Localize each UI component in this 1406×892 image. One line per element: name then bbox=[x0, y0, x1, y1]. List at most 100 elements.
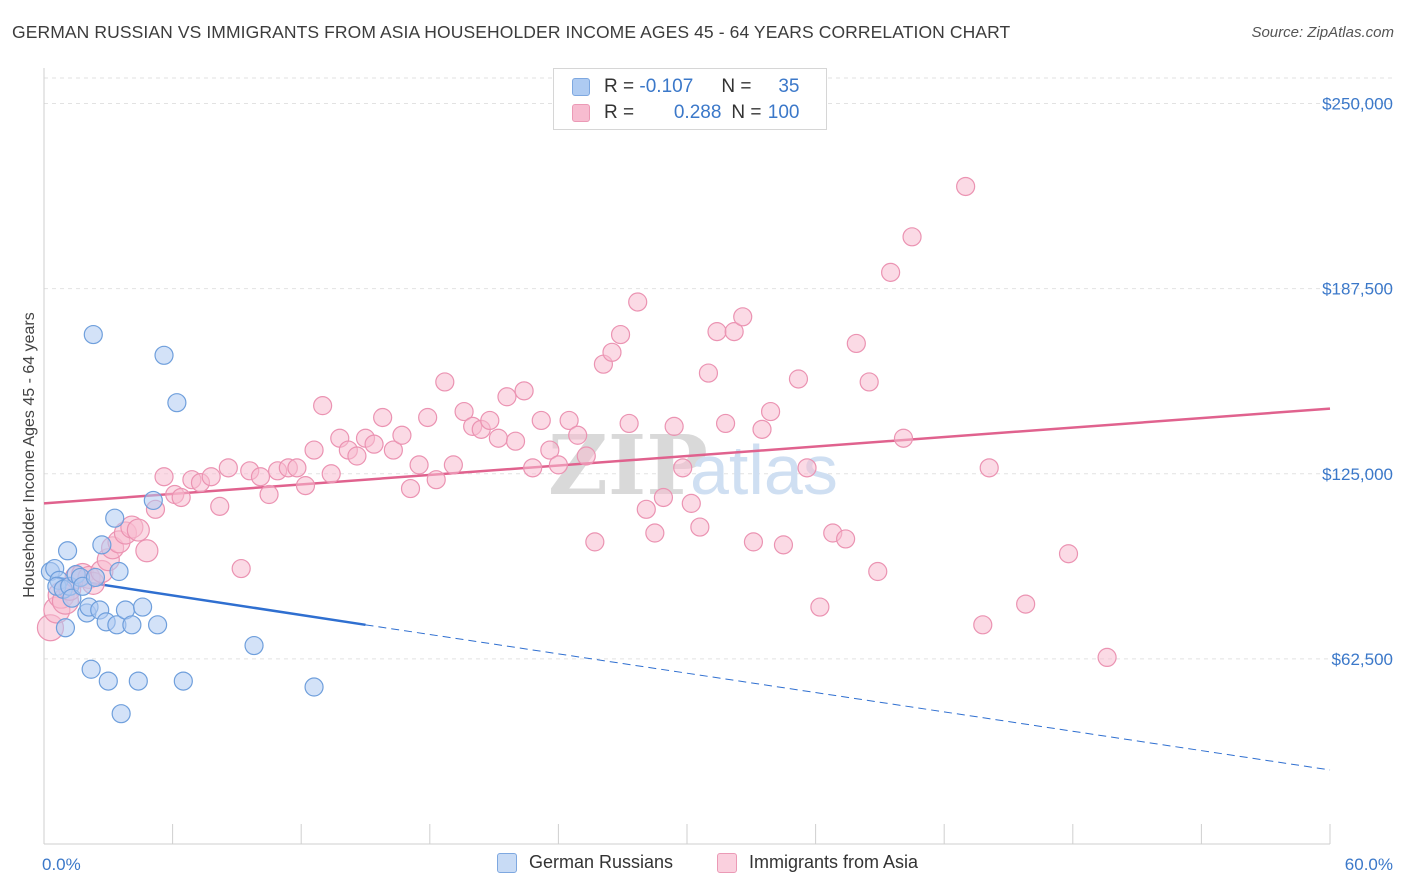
point-immigrants-asia bbox=[218, 458, 238, 478]
point-immigrants-asia bbox=[707, 322, 727, 342]
point-immigrants-asia bbox=[760, 401, 781, 422]
point-immigrants-asia bbox=[443, 455, 463, 475]
point-immigrants-asia bbox=[201, 467, 221, 487]
point-immigrants-asia bbox=[418, 407, 438, 428]
point-immigrants-asia bbox=[576, 446, 596, 466]
point-immigrants-asia bbox=[454, 401, 474, 422]
point-german-russians bbox=[98, 671, 118, 691]
point-immigrants-asia bbox=[480, 410, 500, 431]
series-name: German Russians bbox=[529, 852, 674, 872]
point-immigrants-asia bbox=[313, 396, 333, 416]
point-immigrants-asia bbox=[1016, 594, 1036, 614]
point-immigrants-asia bbox=[724, 322, 744, 342]
chart-source: Source: ZipAtlas.com bbox=[1251, 24, 1394, 41]
point-immigrants-asia bbox=[364, 434, 384, 454]
point-german-russians bbox=[167, 393, 187, 413]
point-german-russians bbox=[109, 561, 129, 582]
y-tick-label: $62,500 bbox=[1332, 650, 1393, 669]
legend-row-german-russians: R = -0.107 N = 35 bbox=[572, 75, 800, 99]
point-german-russians bbox=[55, 618, 76, 638]
trend-immigrants-asia bbox=[43, 407, 1331, 505]
series-swatch-pink bbox=[717, 852, 737, 873]
point-german-russians bbox=[304, 677, 324, 697]
series-name: Immigrants from Asia bbox=[749, 852, 919, 872]
point-german-russians bbox=[143, 490, 163, 511]
series-legend: German Russians Immigrants from Asia bbox=[0, 852, 1406, 876]
point-german-russians bbox=[83, 324, 103, 345]
point-immigrants-asia bbox=[568, 425, 588, 445]
legend-n-label: N = bbox=[731, 102, 762, 123]
point-immigrants-asia bbox=[514, 381, 534, 401]
point-german-russians bbox=[81, 659, 101, 679]
point-immigrants-asia bbox=[893, 428, 914, 448]
point-german-russians bbox=[173, 671, 193, 691]
point-immigrants-asia bbox=[210, 496, 230, 516]
point-immigrants-asia bbox=[409, 455, 429, 475]
legend-n-value: 100 bbox=[767, 102, 800, 123]
trend-lines bbox=[43, 407, 1331, 771]
point-immigrants-asia bbox=[628, 292, 648, 312]
point-german-russians bbox=[132, 597, 153, 617]
point-immigrants-asia bbox=[868, 561, 888, 582]
y-tick-labels: $62,500 $125,000 $187,500 $250,000 bbox=[1322, 95, 1393, 669]
point-immigrants-asia bbox=[154, 467, 174, 487]
point-immigrants-asia bbox=[435, 372, 455, 392]
axes bbox=[43, 68, 1331, 845]
legend-r-label: R = bbox=[604, 102, 635, 123]
point-immigrants-asia bbox=[610, 324, 631, 345]
point-immigrants-asia bbox=[743, 532, 764, 552]
point-immigrants-asia bbox=[810, 597, 830, 617]
point-immigrants-asia bbox=[846, 333, 866, 354]
point-immigrants-asia bbox=[1097, 647, 1117, 668]
point-immigrants-asia bbox=[690, 517, 710, 537]
point-immigrants-asia bbox=[559, 410, 579, 431]
point-immigrants-asia bbox=[956, 176, 976, 197]
point-immigrants-asia bbox=[171, 487, 191, 508]
point-immigrants-asia bbox=[259, 484, 279, 505]
point-immigrants-asia bbox=[973, 615, 993, 635]
point-german-russians bbox=[62, 588, 82, 608]
point-immigrants-asia bbox=[540, 440, 560, 460]
point-immigrants-asia bbox=[979, 458, 999, 478]
point-immigrants-asia bbox=[347, 446, 367, 466]
point-immigrants-asia bbox=[664, 416, 684, 436]
legend-r-value: 0.288 bbox=[673, 102, 722, 123]
point-immigrants-asia bbox=[383, 440, 403, 460]
chart-title: GERMAN RUSSIAN VS IMMIGRANTS FROM ASIA H… bbox=[12, 22, 1011, 42]
point-immigrants-asia bbox=[400, 478, 421, 499]
series-legend-german-russians: German Russians bbox=[497, 852, 673, 873]
data-points bbox=[36, 176, 1117, 724]
legend-n-label: N = bbox=[721, 76, 752, 97]
legend-swatch-pink bbox=[572, 104, 590, 122]
point-immigrants-asia bbox=[585, 532, 605, 552]
correlation-legend: R = -0.107 N = 35 R = 0.288 N = 100 bbox=[553, 68, 827, 130]
point-german-russians bbox=[85, 567, 106, 588]
point-immigrants-asia bbox=[752, 419, 772, 439]
point-german-russians bbox=[111, 704, 131, 724]
y-tick-label: $187,500 bbox=[1322, 280, 1393, 299]
point-immigrants-asia bbox=[681, 493, 701, 513]
point-immigrants-asia bbox=[797, 458, 817, 478]
point-immigrants-asia bbox=[788, 369, 809, 389]
point-immigrants-asia bbox=[231, 558, 251, 579]
point-immigrants-asia bbox=[881, 262, 901, 282]
point-immigrants-asia bbox=[497, 387, 517, 407]
series-swatch-blue bbox=[497, 852, 517, 873]
point-immigrants-asia bbox=[773, 535, 794, 555]
point-immigrants-asia bbox=[392, 425, 412, 445]
point-immigrants-asia bbox=[548, 455, 569, 475]
legend-swatch-blue bbox=[572, 78, 590, 96]
point-immigrants-asia bbox=[902, 227, 922, 247]
point-immigrants-asia bbox=[859, 372, 879, 392]
point-german-russians bbox=[154, 345, 174, 365]
point-immigrants-asia bbox=[531, 410, 551, 431]
point-german-russians bbox=[105, 508, 125, 528]
point-immigrants-asia bbox=[733, 307, 753, 327]
point-immigrants-asia bbox=[321, 464, 341, 484]
point-immigrants-asia bbox=[304, 440, 324, 460]
point-immigrants-asia bbox=[126, 518, 150, 542]
point-german-russians bbox=[244, 635, 264, 656]
point-immigrants-asia bbox=[505, 431, 526, 451]
x-tick-label-min: 0.0% bbox=[42, 855, 81, 874]
